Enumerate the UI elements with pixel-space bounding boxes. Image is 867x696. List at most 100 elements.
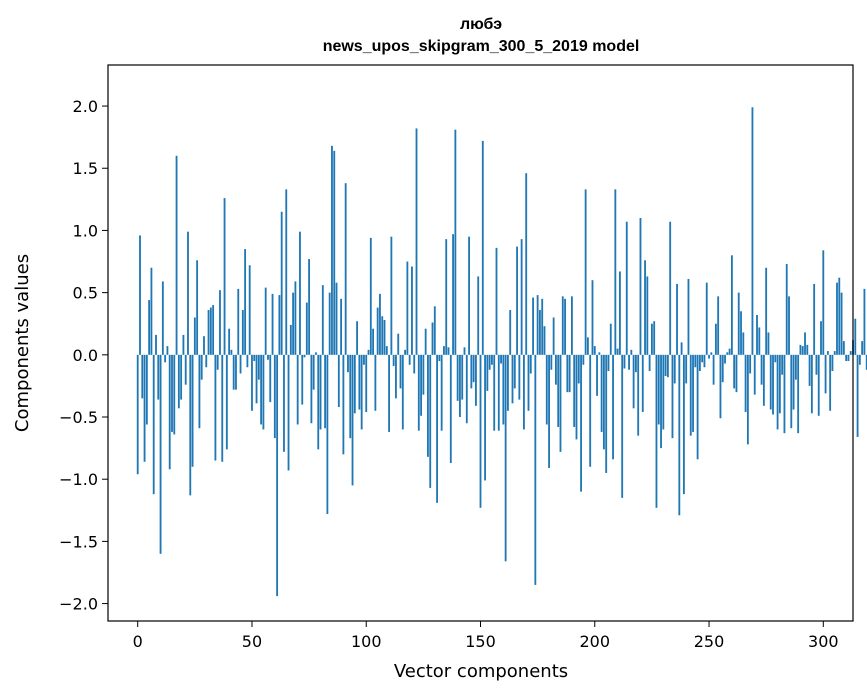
bar-43 (235, 354, 237, 390)
bar-296 (813, 283, 816, 355)
bar-266 (744, 354, 747, 413)
bar-108 (383, 319, 386, 355)
bar-156 (493, 354, 496, 431)
bar-65 (285, 189, 288, 355)
bar-314 (854, 318, 857, 355)
bar-85 (331, 145, 333, 355)
bar-53 (257, 354, 260, 380)
bar-17 (175, 155, 178, 355)
plot-frame (107, 64, 854, 622)
bar-49 (248, 265, 251, 355)
bar-81 (321, 285, 324, 355)
bar-221 (641, 354, 644, 413)
bar-140 (456, 354, 459, 401)
bar-12 (164, 354, 167, 363)
bar-234 (671, 354, 674, 439)
bar-112 (392, 354, 395, 367)
bar-50 (251, 354, 253, 411)
bar-19 (180, 354, 183, 400)
bar-127 (427, 354, 429, 457)
bar-305 (833, 351, 836, 355)
bar-293 (806, 344, 809, 355)
bar-86 (333, 150, 336, 355)
y-axis-label: Components values (12, 254, 33, 432)
bar-229 (660, 354, 662, 449)
bar-198 (589, 354, 592, 467)
bar-155 (491, 354, 493, 365)
y-tick-label: −1.0 (59, 470, 98, 489)
bar-97 (358, 354, 361, 410)
bar-76 (310, 354, 313, 424)
bar-304 (831, 354, 834, 371)
bar-32 (209, 307, 212, 355)
bar-151 (481, 140, 484, 355)
bar-258 (726, 352, 729, 355)
bar-197 (586, 337, 589, 355)
bar-268 (749, 354, 752, 374)
bar-193 (577, 354, 580, 384)
bar-109 (385, 346, 388, 355)
bar-231 (664, 354, 667, 376)
bar-34 (214, 354, 217, 461)
bar-288 (794, 354, 797, 380)
bar-27 (198, 354, 201, 429)
bar-62 (278, 295, 281, 355)
bar-87 (335, 282, 338, 355)
bar-135 (445, 239, 448, 355)
bar-228 (657, 354, 660, 425)
bar-117 (404, 349, 406, 355)
bar-262 (735, 354, 738, 393)
x-axis-label: Vector components (394, 661, 568, 682)
bar-212 (621, 354, 624, 498)
bar-64 (283, 354, 285, 452)
bar-319 (865, 354, 867, 370)
bar-297 (815, 354, 818, 375)
y-tick-label: 0.0 (73, 346, 98, 365)
bar-61 (276, 354, 279, 597)
bar-211 (618, 271, 621, 355)
bar-94 (351, 354, 354, 486)
bar-36 (219, 290, 221, 355)
bar-204 (602, 354, 605, 450)
bar-190 (571, 296, 573, 355)
bar-232 (666, 354, 669, 378)
bar-68 (292, 292, 295, 355)
bar-55 (262, 354, 265, 430)
bar-189 (568, 354, 571, 393)
bar-145 (468, 236, 470, 355)
bar-105 (376, 307, 379, 355)
bar-259 (728, 348, 731, 355)
bar-124 (420, 354, 422, 416)
bar-247 (701, 354, 704, 363)
bar-121 (413, 354, 416, 374)
bar-25 (193, 317, 196, 355)
bar-33 (212, 305, 215, 355)
bar-200 (593, 346, 596, 355)
bar-72 (301, 354, 304, 405)
bar-29 (203, 336, 205, 355)
bar-2 (141, 354, 144, 399)
bar-244 (694, 354, 697, 368)
bar-311 (847, 354, 850, 362)
bar-138 (452, 234, 454, 355)
bar-199 (591, 280, 594, 355)
bar-172 (529, 354, 532, 374)
bar-99 (363, 354, 365, 365)
y-tick-label: 2.0 (73, 97, 98, 116)
bar-98 (360, 354, 363, 430)
bar-137 (449, 354, 452, 464)
bar-113 (395, 354, 397, 399)
bar-77 (312, 354, 315, 390)
bar-310 (845, 354, 848, 362)
bar-196 (584, 189, 587, 355)
bar-160 (502, 354, 505, 425)
bar-90 (342, 354, 345, 455)
bar-222 (644, 260, 646, 355)
bar-0 (136, 354, 139, 475)
bar-292 (804, 332, 806, 355)
bar-177 (541, 298, 544, 355)
bar-147 (472, 354, 475, 383)
bar-153 (486, 354, 489, 391)
bar-67 (289, 324, 292, 355)
